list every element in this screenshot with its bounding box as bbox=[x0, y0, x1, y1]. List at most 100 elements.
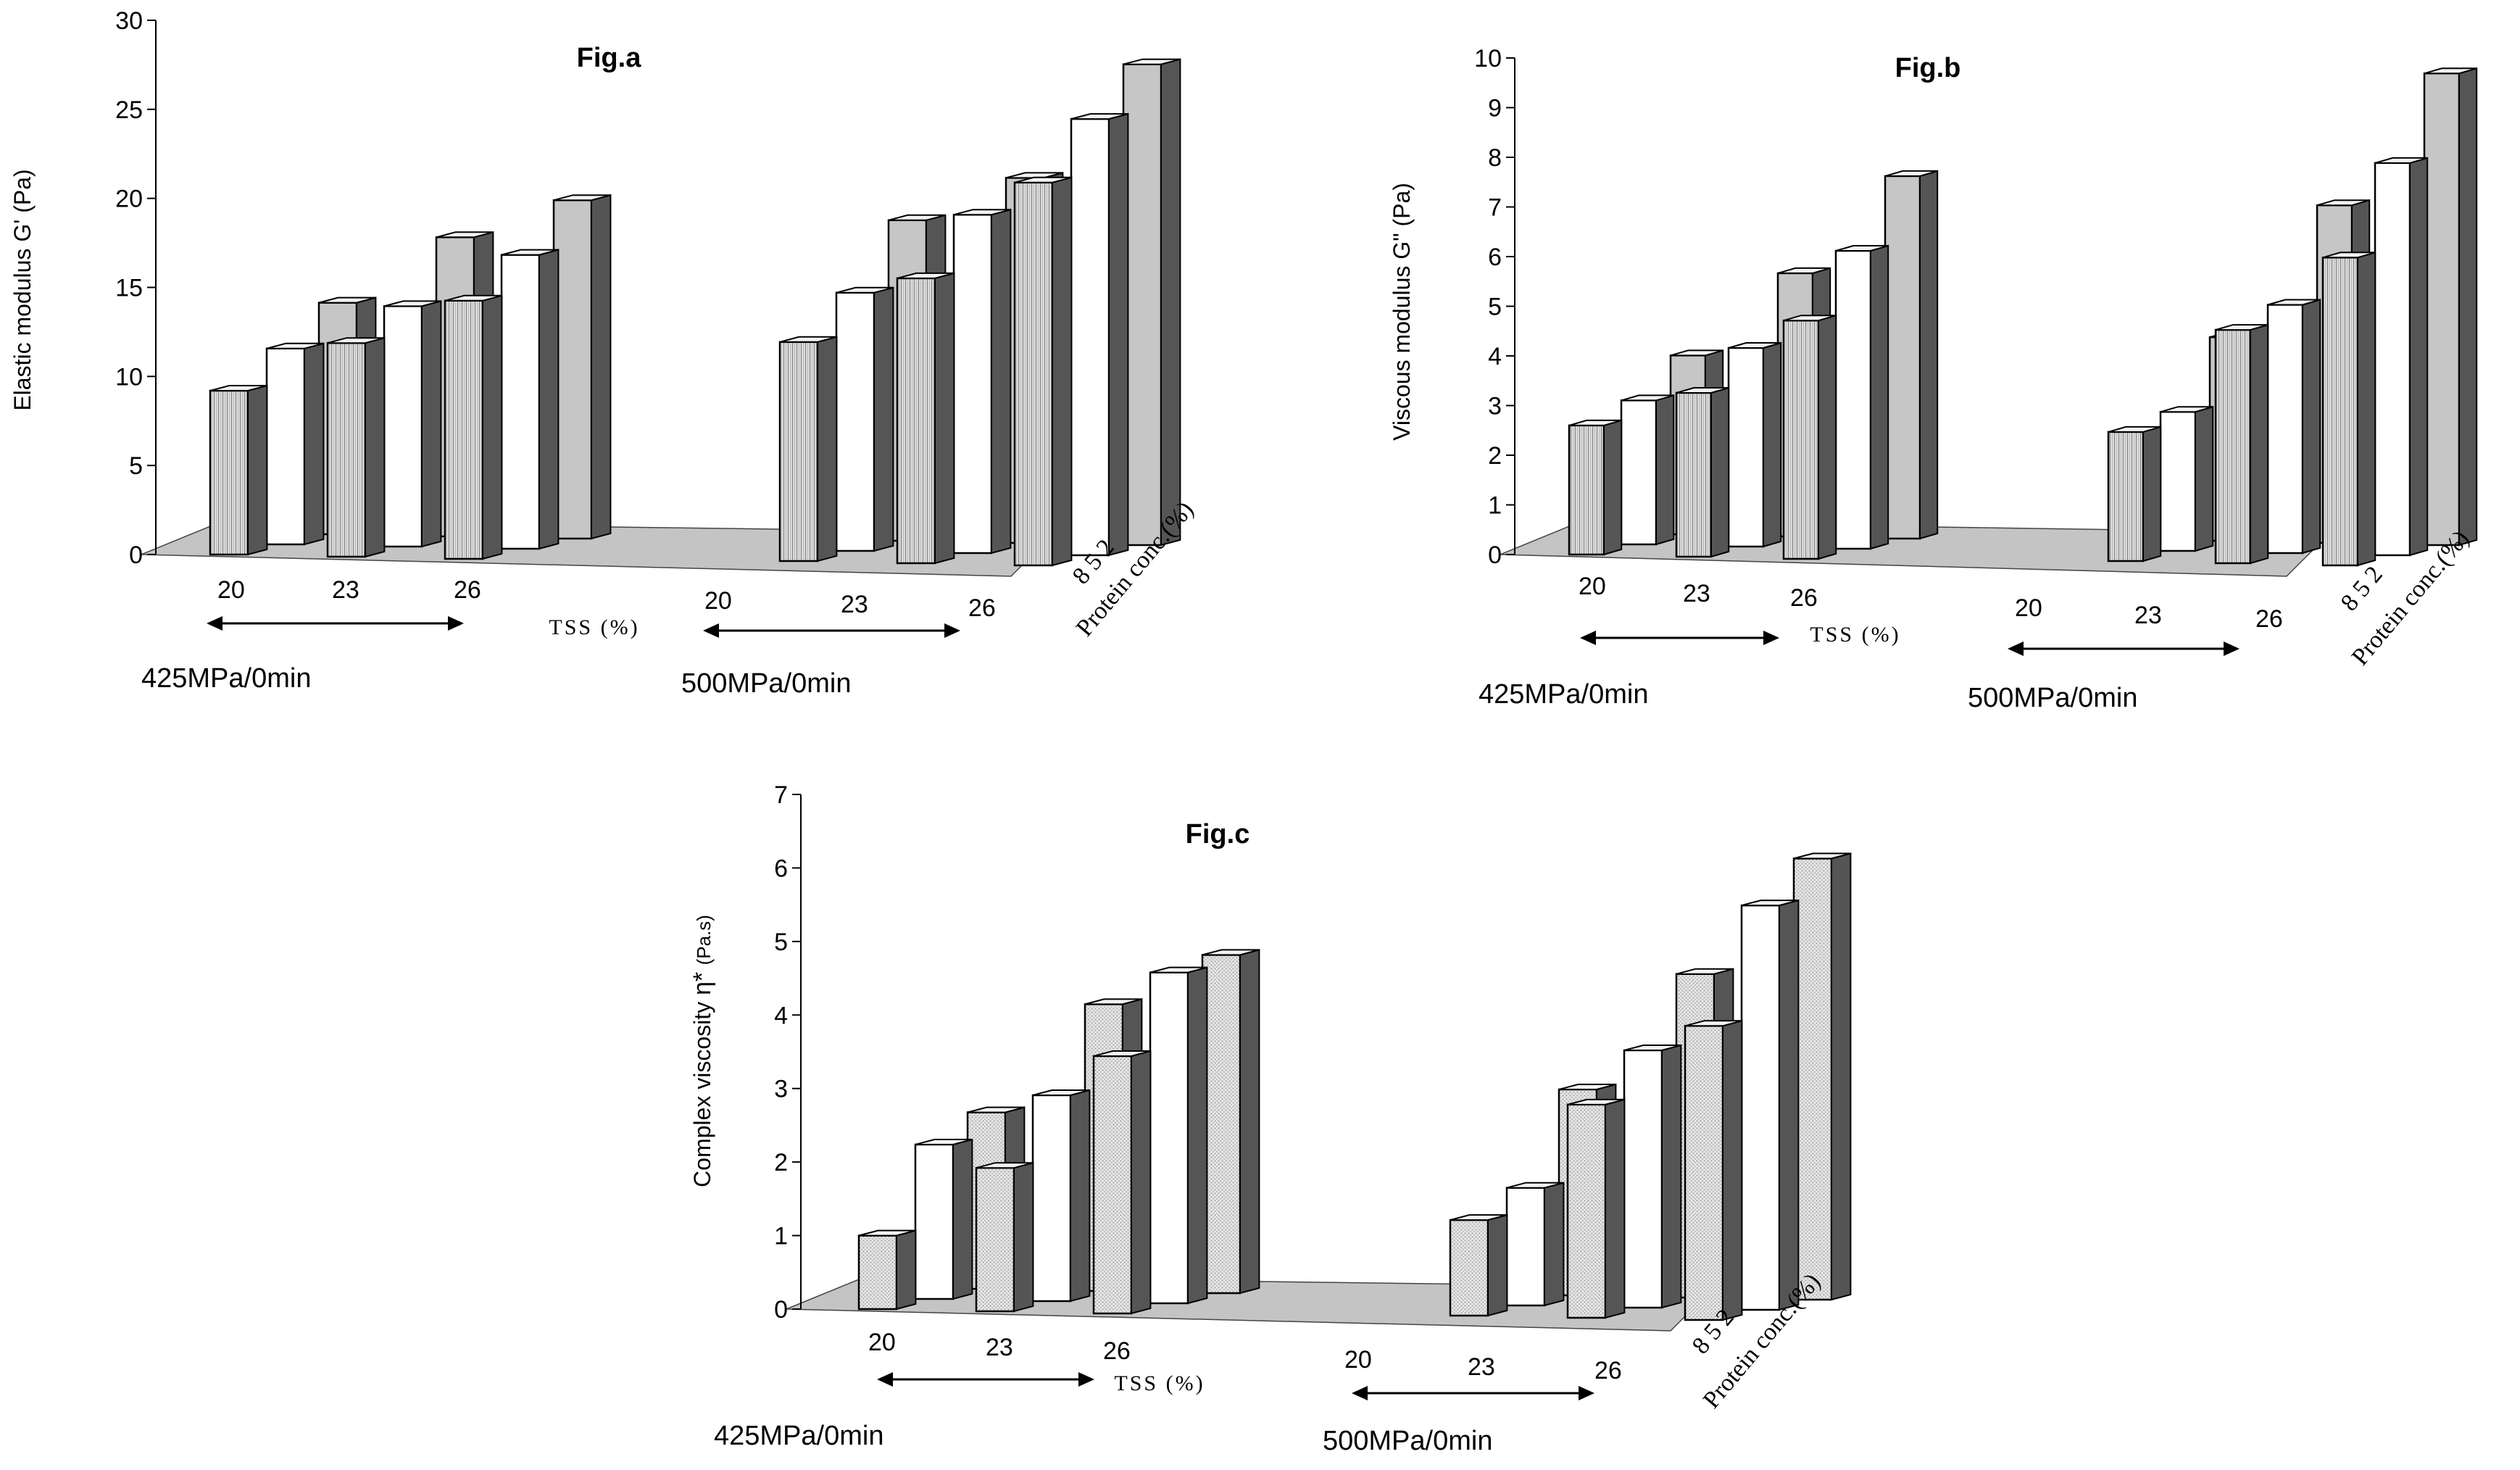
bar-series-5-cat-0 bbox=[1620, 394, 1675, 546]
group-label: 500MPa/0min bbox=[1323, 1426, 1492, 1456]
x-tick-label: 20 bbox=[2015, 594, 2042, 622]
x-tick-label: 20 bbox=[1579, 573, 1606, 600]
bar-series-2-cat-2-top bbox=[1202, 949, 1260, 956]
bar-series-8-cat-1 bbox=[1675, 386, 1730, 558]
group-label: 500MPa/0min bbox=[1968, 683, 2137, 713]
bar-series-8-cat-0-front bbox=[857, 1234, 898, 1311]
bar-series-8-cat-2 bbox=[1092, 1050, 1152, 1315]
bar-series-5-cat-5-side bbox=[1779, 899, 1800, 1311]
x-tick-label: 23 bbox=[1683, 580, 1710, 607]
bar-series-8-cat-4-front bbox=[1566, 1103, 1607, 1319]
bar-series-8-cat-5-top bbox=[1684, 1020, 1742, 1027]
x-tick-label: 26 bbox=[454, 576, 481, 604]
bar-series-2-cat-2-front bbox=[1201, 954, 1242, 1295]
bar-series-8-cat-3-side bbox=[1487, 1213, 1508, 1317]
bar-series-8-cat-4 bbox=[896, 272, 955, 565]
bar-series-8-cat-3-front bbox=[778, 341, 819, 562]
y-tick-label: 5 bbox=[774, 929, 788, 956]
bar-series-2-cat-5 bbox=[1792, 852, 1852, 1301]
group-arrow-head-left bbox=[2008, 641, 2024, 656]
bar-series-5-cat-3 bbox=[2159, 405, 2214, 552]
y-tick-label: 0 bbox=[774, 1296, 788, 1324]
bar-series-8-cat-3-side bbox=[817, 336, 838, 562]
bar-series-8-cat-5-side bbox=[1052, 176, 1073, 567]
bar-series-8-cat-1-side bbox=[1013, 1161, 1034, 1313]
bar-series-8-cat-3-front bbox=[2107, 431, 2145, 562]
bar-series-8-cat-0-side bbox=[247, 384, 268, 556]
bar-series-8-cat-2-side bbox=[1131, 1050, 1152, 1315]
bar-series-2-cat-0-top bbox=[967, 1106, 1025, 1113]
bar-series-5-cat-3-front bbox=[1505, 1187, 1546, 1307]
bar-series-5-cat-2 bbox=[1149, 966, 1208, 1305]
bar-series-2-cat-5-top bbox=[1793, 852, 1851, 860]
bar-series-2-cat-1-top bbox=[1777, 267, 1831, 274]
bar-series-5-cat-2 bbox=[500, 249, 560, 550]
bar-series-8-cat-5-top bbox=[1014, 176, 1072, 183]
bar-series-2-cat-2-top bbox=[553, 194, 611, 202]
bar-series-5-cat-1-side bbox=[421, 300, 442, 548]
group-label: 500MPa/0min bbox=[681, 668, 851, 699]
x-tick-label: 26 bbox=[1103, 1337, 1131, 1365]
x-tick-label: 23 bbox=[841, 591, 868, 618]
bar-series-5-cat-5 bbox=[1070, 112, 1129, 557]
y-tick-label: 4 bbox=[774, 1002, 788, 1029]
bar-series-5-cat-1-side bbox=[1070, 1089, 1091, 1303]
bar-series-8-cat-1-front bbox=[1675, 391, 1713, 558]
bar-series-2-cat-2 bbox=[552, 194, 612, 540]
z-tick-labels: 8 5 2 bbox=[2336, 561, 2388, 616]
bar-series-5-cat-1-front bbox=[1031, 1094, 1072, 1303]
x-tick-label: 26 bbox=[1790, 584, 1818, 612]
bar-series-5-cat-3-side bbox=[1544, 1182, 1565, 1307]
bar-series-5-cat-0-side bbox=[952, 1138, 973, 1300]
bar-series-8-cat-1-side bbox=[365, 336, 386, 558]
bar-series-5-cat-0-front bbox=[914, 1143, 955, 1300]
bar-series-5-cat-5 bbox=[1740, 899, 1800, 1311]
bar-series-8-cat-2 bbox=[444, 294, 503, 560]
bar-series-8-cat-0-top bbox=[1568, 419, 1622, 426]
y-tick-label: 3 bbox=[774, 1076, 788, 1103]
bar-series-8-cat-4 bbox=[1566, 1098, 1626, 1319]
bar-series-5-cat-0-front bbox=[1620, 399, 1658, 546]
bar-series-5-cat-2-front bbox=[1149, 971, 1189, 1305]
x-tick-label: 23 bbox=[986, 1334, 1013, 1361]
bar-series-8-cat-1-side bbox=[1710, 386, 1730, 558]
bar-series-2-cat-2 bbox=[1884, 170, 1939, 540]
bar-series-8-cat-5 bbox=[2321, 251, 2376, 567]
y-axis-label-unit: (Pa.s) bbox=[693, 915, 715, 965]
y-tick-label: 6 bbox=[774, 855, 788, 882]
bar-series-5-cat-2-side bbox=[538, 249, 560, 550]
bar-series-5-cat-5-front bbox=[1070, 117, 1110, 557]
group-arrow-head-right bbox=[944, 623, 960, 638]
bar-series-5-cat-0 bbox=[914, 1138, 973, 1300]
bar-series-8-cat-4-side bbox=[934, 272, 955, 565]
y-tick-label: 10 bbox=[115, 363, 143, 391]
chart-title: Fig.b bbox=[1895, 53, 1961, 83]
bar-series-5-cat-4-front bbox=[1623, 1049, 1663, 1309]
y-axis-label: Elastic modulus G' (Pa) bbox=[9, 169, 36, 410]
bar-series-8-cat-5-top bbox=[2322, 252, 2376, 259]
bar-series-5-cat-5-top bbox=[2374, 157, 2428, 164]
y-tick-label: 20 bbox=[115, 186, 143, 213]
y-axis-label-symbol: η* bbox=[689, 965, 716, 995]
y-tick-label: 1 bbox=[774, 1223, 788, 1250]
bar-series-8-cat-2-front bbox=[1782, 319, 1820, 560]
bar-series-2-cat-2-front bbox=[1884, 175, 1921, 540]
bar-series-2-cat-5 bbox=[2423, 67, 2478, 547]
bar-series-5-cat-4-top bbox=[1623, 1045, 1681, 1051]
bar-series-8-cat-3-top bbox=[1450, 1214, 1508, 1221]
bar-series-5-cat-4 bbox=[1623, 1044, 1682, 1309]
y-tick-label: 25 bbox=[115, 96, 143, 124]
bar-series-8-cat-5-side bbox=[2357, 251, 2376, 567]
bar-series-2-cat-4-top bbox=[2316, 199, 2370, 207]
bar-series-2-cat-0-top bbox=[1670, 349, 1723, 357]
bar-series-5-cat-0-side bbox=[1655, 394, 1675, 546]
bar-series-5-cat-2-top bbox=[1149, 966, 1207, 973]
bar-series-2-cat-2-side bbox=[1239, 949, 1260, 1295]
bar-series-5-cat-3-top bbox=[836, 286, 894, 294]
bar-series-8-cat-0-side bbox=[1603, 419, 1623, 556]
bar-series-5-cat-3 bbox=[1505, 1182, 1565, 1307]
x-tick-label: 23 bbox=[1468, 1353, 1495, 1381]
